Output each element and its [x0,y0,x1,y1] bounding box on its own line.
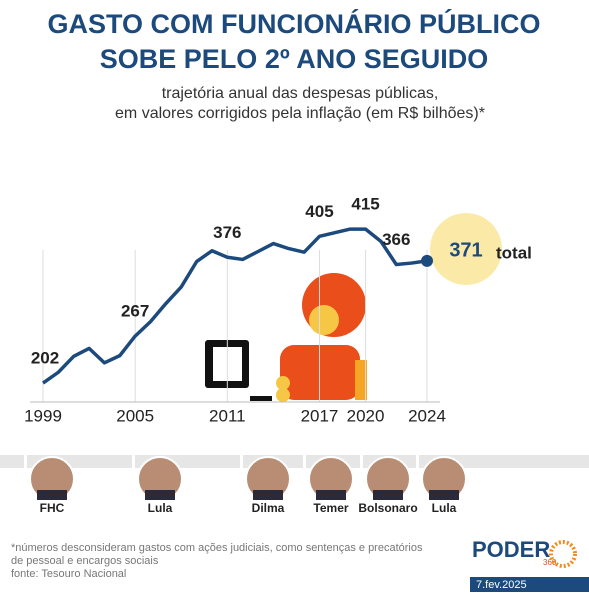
president-suit [37,490,67,500]
footnote: de pessoal e encargos sociais [11,555,159,567]
president-band [0,455,589,468]
president-name: Dilma [252,501,285,515]
footnote: fonte: Tesouro Nacional [11,568,126,580]
band-gap [24,455,27,468]
president-name: Lula [148,501,173,515]
data-label: 405 [305,202,333,221]
data-label: 202 [31,349,59,368]
president-name: FHC [40,501,65,515]
president-suit [316,490,346,500]
president-name: Temer [313,501,348,515]
x-tick-label: 2011 [209,406,246,425]
end-point [421,254,433,267]
brand-logo [549,540,577,568]
president-suit [253,490,283,500]
title-line: GASTO COM FUNCIONÁRIO PÚBLICO [47,8,540,39]
x-tick-label: 1999 [24,406,62,425]
president-suit [145,490,175,500]
x-tick-label: 2020 [347,406,385,425]
date: 7.fev.2025 [476,579,527,591]
x-tick-label: 2024 [408,406,446,425]
total-highlight [430,213,502,285]
band-gap [360,455,363,468]
president-name: Bolsonaro [358,501,417,515]
data-label: 415 [351,195,379,214]
band-gap [303,455,306,468]
president-name: Lula [432,501,457,515]
president-suit [373,490,403,500]
title-line: SOBE PELO 2º ANO SEGUIDO [100,44,488,74]
data-label: 366 [382,230,410,249]
band-gap [416,455,419,468]
subtitle-line: trajetória anual das despesas públicas, [162,85,439,102]
x-tick-label: 2005 [116,406,154,425]
data-line [41,227,428,385]
footnote: *números desconsideram gastos com ações … [11,542,423,554]
total-value: 371 [449,239,482,261]
illustration [205,273,367,402]
brand-sub: 360 [543,558,557,567]
subtitle-line: em valores corrigidos pela inflação (em … [115,105,485,122]
data-label: 376 [213,223,241,242]
data-label: 267 [121,302,149,321]
date-bar [470,577,589,592]
president-suit [429,490,459,500]
brand: PODER [472,537,550,562]
total-label: total [496,243,532,262]
band-gap [240,455,243,468]
band-gap [132,455,135,468]
x-tick-label: 2017 [301,406,339,425]
